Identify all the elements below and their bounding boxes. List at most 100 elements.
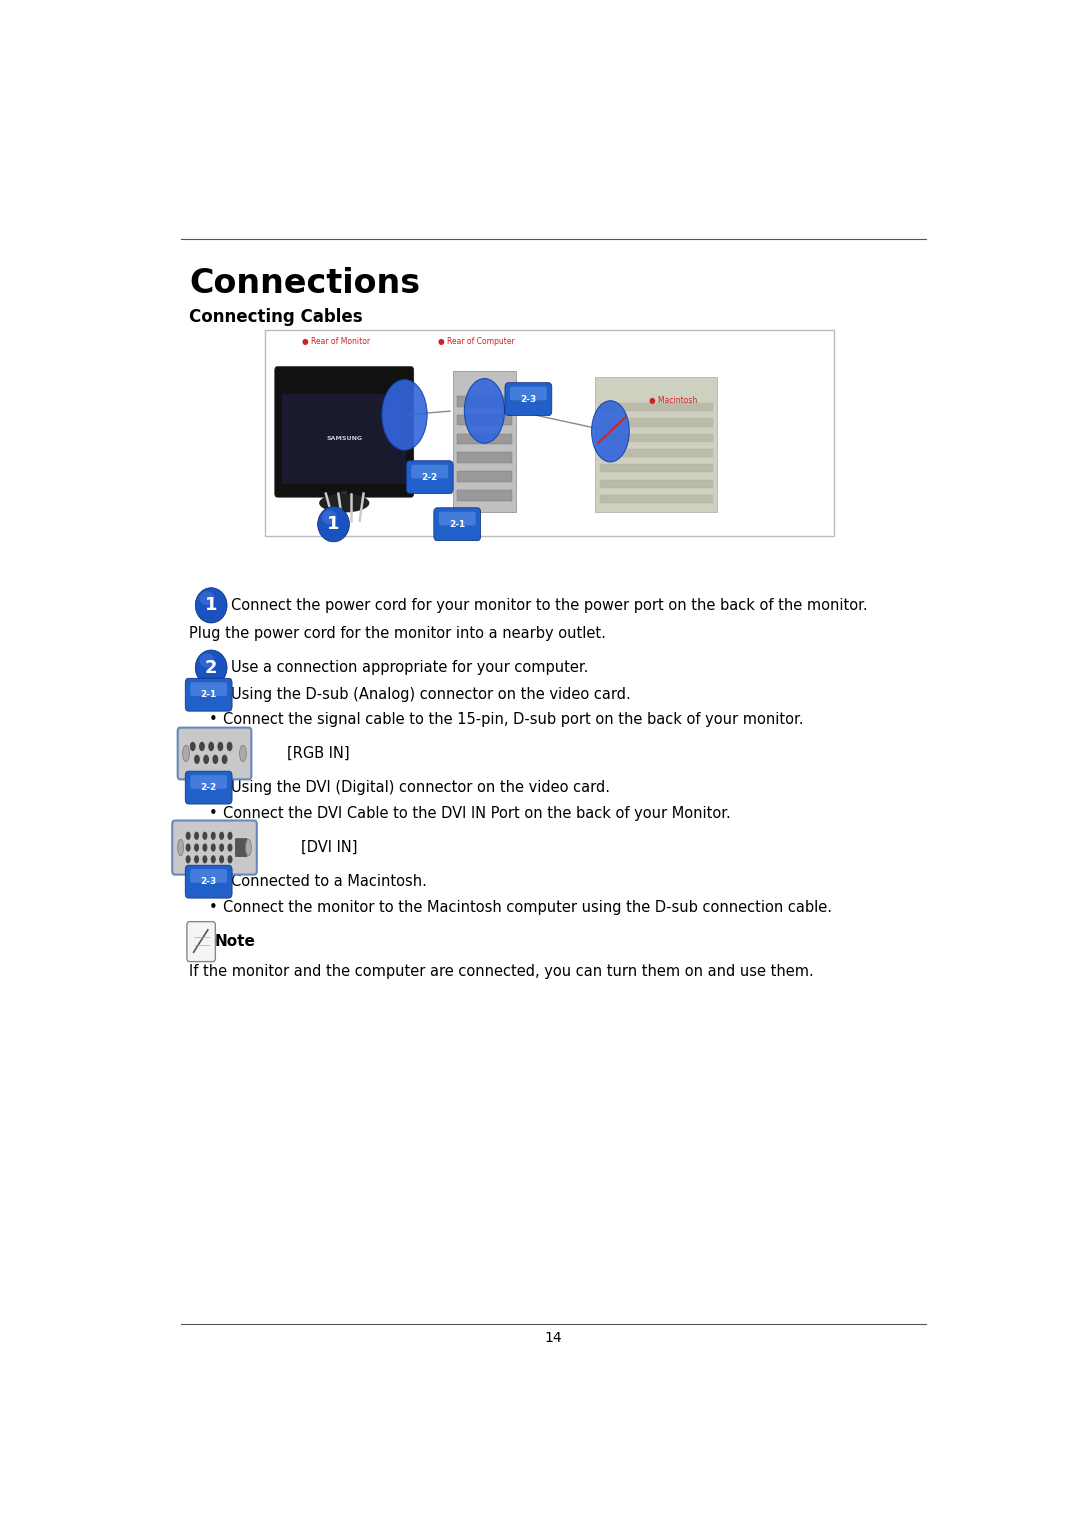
Ellipse shape [382, 380, 427, 450]
Ellipse shape [228, 855, 232, 863]
Bar [599, 434, 713, 441]
Text: 2-1: 2-1 [201, 690, 217, 699]
Ellipse shape [203, 754, 210, 764]
Ellipse shape [178, 840, 184, 855]
FancyBboxPatch shape [190, 776, 227, 789]
Ellipse shape [202, 855, 207, 863]
Ellipse shape [320, 493, 369, 513]
Text: ● Rear of Monitor: ● Rear of Monitor [301, 337, 370, 347]
Ellipse shape [200, 654, 215, 667]
FancyBboxPatch shape [186, 771, 232, 805]
Bar [599, 403, 713, 411]
Ellipse shape [194, 754, 200, 764]
Ellipse shape [211, 843, 216, 852]
Ellipse shape [228, 832, 232, 840]
FancyBboxPatch shape [438, 512, 475, 525]
FancyBboxPatch shape [186, 866, 232, 898]
Text: Connections: Connections [189, 267, 420, 299]
Text: 2-1: 2-1 [449, 519, 465, 528]
Bar [599, 479, 713, 487]
FancyBboxPatch shape [274, 366, 414, 498]
Bar [599, 418, 713, 426]
Text: Connect the signal cable to the 15-pin, D-sub port on the back of your monitor.: Connect the signal cable to the 15-pin, … [222, 712, 804, 727]
Bar [457, 490, 512, 501]
Bar [599, 495, 713, 502]
Ellipse shape [245, 840, 252, 855]
FancyBboxPatch shape [178, 728, 252, 779]
Ellipse shape [240, 745, 246, 762]
Text: Connect the DVI Cable to the DVI IN Port on the back of your Monitor.: Connect the DVI Cable to the DVI IN Port… [222, 806, 731, 822]
FancyBboxPatch shape [510, 386, 546, 400]
Text: If the monitor and the computer are connected, you can turn them on and use them: If the monitor and the computer are conn… [189, 964, 814, 979]
Text: •: • [208, 806, 217, 822]
Text: [DVI IN]: [DVI IN] [300, 840, 357, 855]
FancyBboxPatch shape [282, 394, 406, 484]
Text: 2-2: 2-2 [421, 473, 437, 481]
Ellipse shape [211, 832, 216, 840]
Bar [599, 464, 713, 472]
FancyBboxPatch shape [190, 683, 227, 696]
Text: Connected to a Macintosh.: Connected to a Macintosh. [231, 873, 427, 889]
Text: Use a connection appropriate for your computer.: Use a connection appropriate for your co… [231, 660, 589, 675]
Ellipse shape [322, 510, 337, 524]
FancyBboxPatch shape [265, 330, 834, 536]
Ellipse shape [213, 754, 218, 764]
Ellipse shape [194, 843, 199, 852]
Ellipse shape [221, 754, 228, 764]
Text: Connect the power cord for your monitor to the power port on the back of the mon: Connect the power cord for your monitor … [231, 599, 868, 612]
Ellipse shape [194, 832, 199, 840]
FancyBboxPatch shape [411, 464, 448, 478]
Ellipse shape [219, 855, 225, 863]
Bar [457, 395, 512, 406]
Bar [457, 415, 512, 426]
Text: 2: 2 [205, 658, 217, 676]
Ellipse shape [592, 400, 630, 461]
Text: Connect the monitor to the Macintosh computer using the D-sub connection cable.: Connect the monitor to the Macintosh com… [222, 899, 832, 915]
FancyBboxPatch shape [190, 869, 227, 883]
Text: SAMSUNG: SAMSUNG [326, 435, 362, 441]
Ellipse shape [227, 742, 232, 751]
Ellipse shape [228, 843, 232, 852]
Text: •: • [208, 712, 217, 727]
Ellipse shape [186, 855, 191, 863]
Ellipse shape [186, 843, 191, 852]
Text: Plug the power cord for the monitor into a nearby outlet.: Plug the power cord for the monitor into… [189, 626, 606, 641]
Ellipse shape [186, 832, 191, 840]
Ellipse shape [194, 855, 199, 863]
Text: 14: 14 [544, 1332, 563, 1345]
Text: Using the D-sub (Analog) connector on the video card.: Using the D-sub (Analog) connector on th… [231, 687, 631, 702]
Text: Note: Note [215, 935, 255, 950]
Ellipse shape [195, 651, 227, 686]
Text: ● Macintosh: ● Macintosh [649, 395, 697, 405]
Text: [RGB IN]: [RGB IN] [287, 747, 350, 760]
FancyBboxPatch shape [434, 508, 481, 541]
FancyBboxPatch shape [595, 377, 717, 513]
Ellipse shape [219, 843, 225, 852]
Bar [457, 472, 512, 483]
Text: 2-3: 2-3 [201, 876, 217, 886]
FancyBboxPatch shape [186, 678, 232, 712]
Ellipse shape [219, 832, 225, 840]
Ellipse shape [202, 843, 207, 852]
FancyBboxPatch shape [505, 383, 552, 415]
Ellipse shape [318, 507, 350, 542]
Ellipse shape [202, 832, 207, 840]
Text: 1: 1 [327, 515, 340, 533]
Text: 2-3: 2-3 [521, 394, 537, 403]
Bar [457, 434, 512, 444]
Ellipse shape [464, 379, 504, 443]
FancyBboxPatch shape [235, 838, 247, 857]
Ellipse shape [200, 591, 215, 605]
Ellipse shape [208, 742, 214, 751]
Ellipse shape [195, 588, 227, 623]
Text: •: • [208, 899, 217, 915]
Ellipse shape [211, 855, 216, 863]
FancyBboxPatch shape [454, 371, 516, 513]
Text: 1: 1 [205, 597, 217, 614]
Ellipse shape [190, 742, 195, 751]
Ellipse shape [183, 745, 189, 762]
Text: ● Rear of Computer: ● Rear of Computer [437, 337, 514, 347]
FancyBboxPatch shape [406, 461, 454, 493]
Text: 2-2: 2-2 [201, 783, 217, 793]
Text: Using the DVI (Digital) connector on the video card.: Using the DVI (Digital) connector on the… [231, 780, 610, 796]
